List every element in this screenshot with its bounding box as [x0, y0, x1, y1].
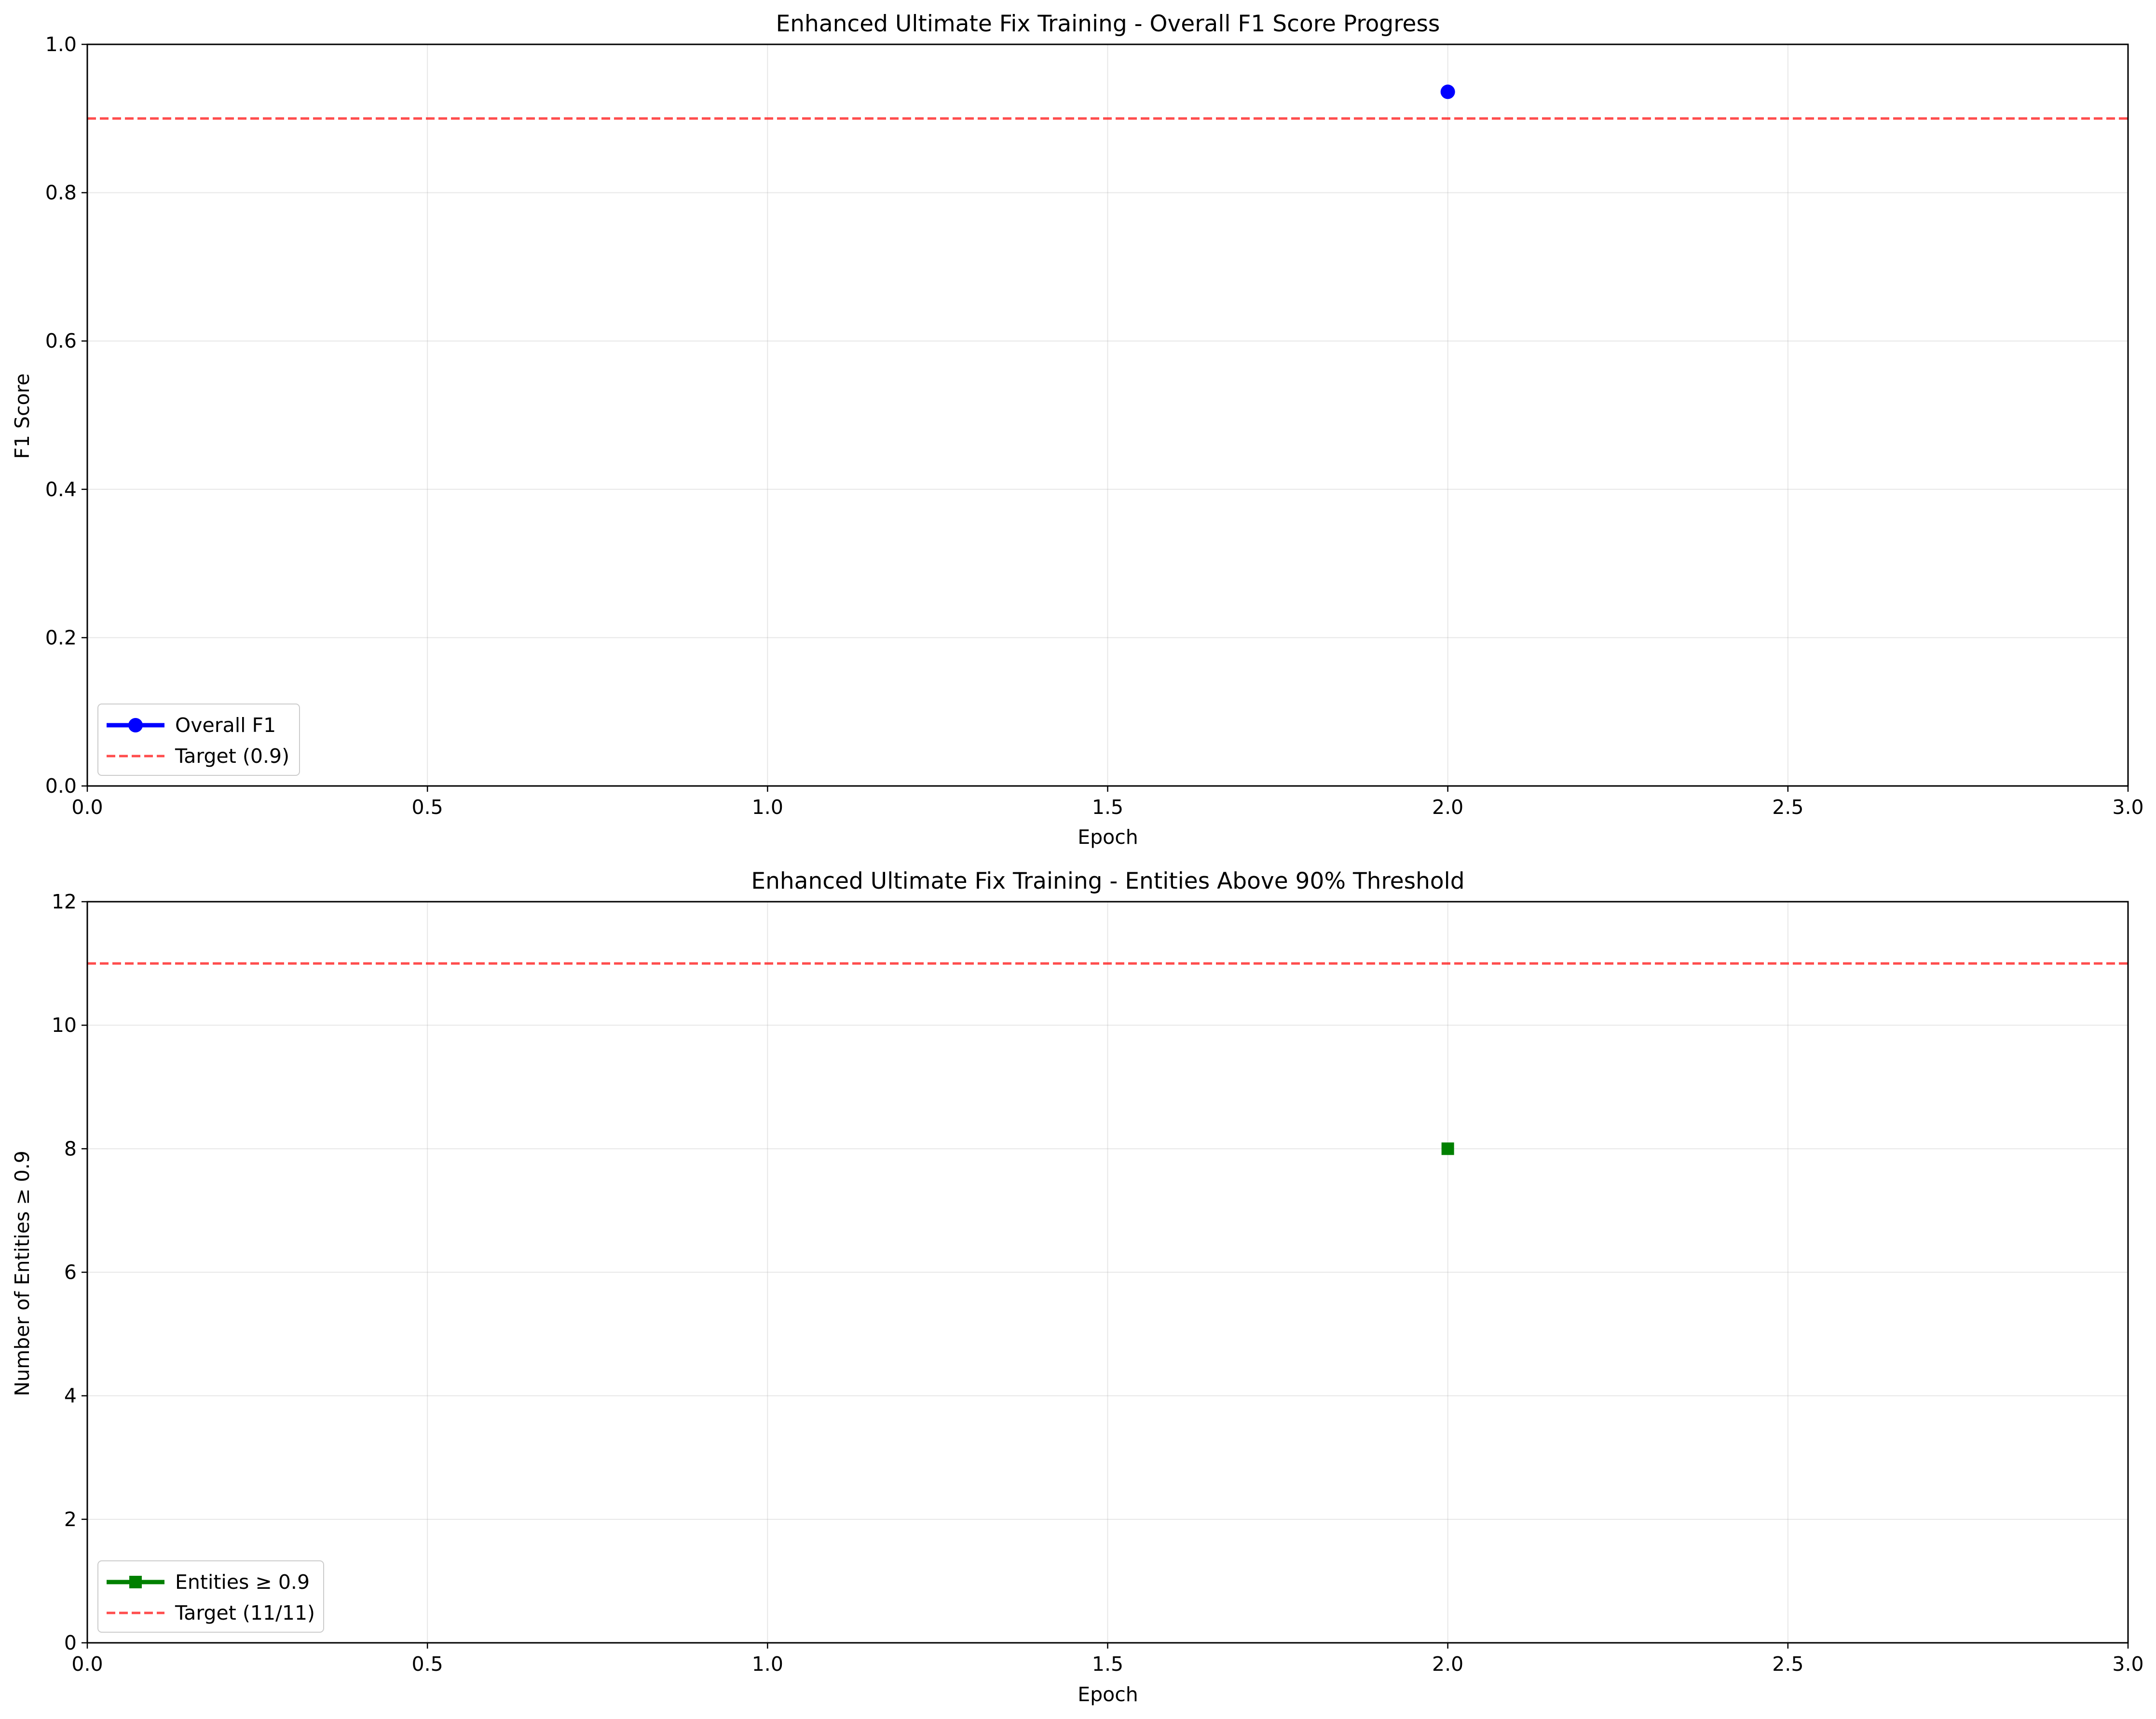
- x-tick-label: 0.0: [71, 1652, 103, 1676]
- x-tick-label: 0.5: [412, 796, 443, 819]
- x-tick-label: 1.0: [752, 796, 783, 819]
- x-tick-label: 1.0: [752, 1652, 783, 1676]
- legend-target-label: Target (0.9): [175, 744, 289, 768]
- legend-series-marker: [129, 1576, 142, 1588]
- y-tick-label: 0: [64, 1631, 77, 1654]
- x-tick-label: 0.0: [71, 796, 103, 819]
- y-tick-label: 4: [64, 1384, 77, 1408]
- legend: Entities ≥ 0.9 Target (11/11): [97, 1560, 324, 1633]
- legend-series-label: Overall F1: [175, 714, 276, 737]
- legend-series-marker: [128, 718, 143, 732]
- legend: Overall F1 Target (0.9): [97, 704, 300, 776]
- y-tick-label: 0.6: [45, 329, 77, 352]
- legend-marker-shape: [128, 718, 143, 732]
- legend-marker-shape: [129, 1576, 142, 1588]
- y-axis-label: F1 Score: [11, 373, 34, 459]
- y-tick-label: 10: [52, 1014, 77, 1037]
- f1-score-chart: Enhanced Ultimate Fix Training - Overall…: [11, 11, 2144, 849]
- y-tick-label: 6: [64, 1261, 77, 1284]
- x-tick-label: 1.5: [1092, 1652, 1123, 1676]
- data-point: [1440, 84, 1455, 99]
- y-axis-label: Number of Entities ≥ 0.9: [11, 1151, 34, 1396]
- y-tick-label: 0.2: [45, 626, 77, 649]
- y-tick-label: 0.0: [45, 774, 77, 798]
- x-tick-label: 3.0: [2112, 1652, 2143, 1676]
- y-tick-label: 12: [52, 890, 77, 913]
- x-axis-label: Epoch: [1078, 826, 1138, 849]
- y-tick-label: 1.0: [45, 33, 77, 56]
- data-point: [1441, 1142, 1454, 1155]
- x-tick-label: 2.5: [1772, 796, 1803, 819]
- data-series: [1441, 1142, 1454, 1155]
- y-tick-label: 8: [64, 1137, 77, 1160]
- axis-ticks: 0.0 0.5 1.0 1.5 2.0 2.5 3.0 0 2 4 6 8 10 12: [52, 890, 2144, 1676]
- x-tick-label: 3.0: [2112, 796, 2143, 819]
- legend-box: [97, 704, 300, 776]
- x-tick-label: 2.0: [1432, 1652, 1463, 1676]
- chart-title: Enhanced Ultimate Fix Training - Overall…: [776, 11, 1440, 37]
- y-tick-label: 0.4: [45, 478, 77, 501]
- legend-target-label: Target (11/11): [175, 1601, 315, 1624]
- y-tick-label: 0.8: [45, 181, 77, 204]
- x-tick-label: 2.0: [1432, 796, 1463, 819]
- data-series: [1440, 84, 1455, 99]
- legend-box: [97, 1560, 324, 1633]
- entities-threshold-chart: Enhanced Ultimate Fix Training - Entitie…: [11, 868, 2144, 1706]
- legend-series-label: Entities ≥ 0.9: [175, 1570, 310, 1594]
- chart-title: Enhanced Ultimate Fix Training - Entitie…: [751, 868, 1464, 894]
- y-tick-label: 2: [64, 1508, 77, 1531]
- axis-ticks: 0.0 0.5 1.0 1.5 2.0 2.5 3.0 0.0 0.2 0.4 0.6 0.8 1.0: [45, 33, 2144, 819]
- x-axis-label: Epoch: [1078, 1683, 1138, 1706]
- x-tick-label: 0.5: [412, 1652, 443, 1676]
- x-tick-label: 2.5: [1772, 1652, 1803, 1676]
- x-tick-label: 1.5: [1092, 796, 1123, 819]
